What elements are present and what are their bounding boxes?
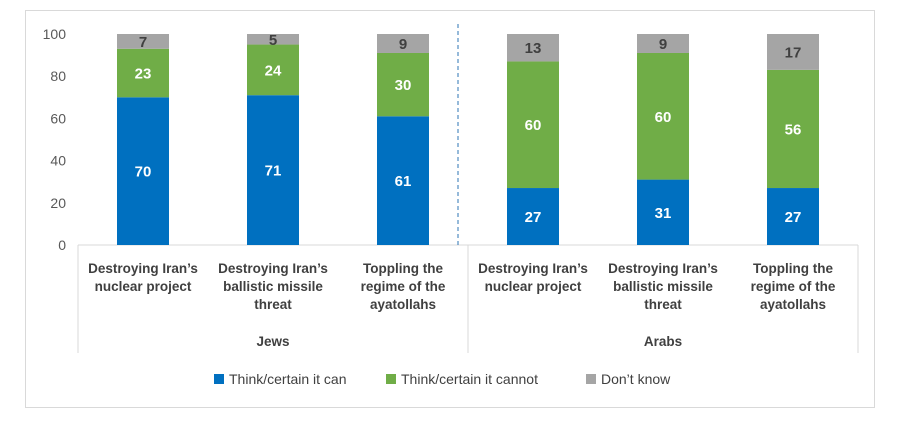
- x-tick-label: nuclear project: [485, 279, 582, 294]
- data-label: 9: [399, 36, 407, 53]
- data-label: 71: [265, 163, 282, 180]
- legend-swatch: [214, 374, 224, 384]
- bar-segment: [117, 34, 169, 49]
- x-tick-label: threat: [644, 297, 682, 312]
- y-tick-label: 0: [58, 237, 66, 253]
- data-label: 7: [139, 34, 147, 51]
- bar-segment: [507, 188, 559, 245]
- x-tick-label: Destroying Iran’s: [478, 261, 588, 276]
- data-label: 17: [785, 44, 802, 61]
- bar-segment: [247, 95, 299, 245]
- group-label: Arabs: [644, 334, 682, 349]
- data-label: 70: [135, 164, 152, 181]
- bar-segment: [117, 97, 169, 245]
- x-tick-label: nuclear project: [95, 279, 192, 294]
- bar-segment: [637, 34, 689, 53]
- bar-segment: [247, 44, 299, 96]
- data-label: 56: [785, 121, 802, 138]
- x-tick-label: Toppling the: [363, 261, 443, 276]
- bar-segment: [507, 34, 559, 62]
- bar-segment: [377, 116, 429, 245]
- legend-label: Think/certain it cannot: [401, 371, 538, 387]
- bar-segment: [767, 34, 819, 70]
- x-tick-label: ayatollahs: [370, 297, 436, 312]
- data-label: 31: [655, 205, 672, 222]
- bar-segment: [767, 69, 819, 189]
- data-label: 9: [659, 36, 667, 53]
- bar-segment: [507, 61, 559, 189]
- bar-segment: [117, 48, 169, 98]
- x-tick-label: Destroying Iran’s: [88, 261, 198, 276]
- x-tick-label: Destroying Iran’s: [218, 261, 328, 276]
- data-label: 60: [655, 109, 672, 126]
- bar-segment: [377, 52, 429, 117]
- x-tick-label: ballistic missile: [223, 279, 323, 294]
- data-label: 27: [525, 209, 542, 226]
- data-label: 13: [525, 40, 542, 57]
- data-label: 23: [135, 66, 152, 83]
- group-label: Jews: [256, 334, 289, 349]
- bar-segment: [767, 188, 819, 245]
- y-tick-label: 100: [43, 26, 67, 42]
- bar-segment: [637, 52, 689, 180]
- bar-segment: [637, 179, 689, 245]
- data-label: 5: [269, 32, 277, 49]
- bar-segment: [377, 34, 429, 53]
- x-tick-label: threat: [254, 297, 292, 312]
- y-tick-label: 60: [50, 110, 66, 126]
- x-tick-label: Destroying Iran’s: [608, 261, 718, 276]
- bar-segment: [247, 34, 299, 45]
- x-tick-label: regime of the: [361, 279, 446, 294]
- data-label: 61: [395, 173, 412, 190]
- data-label: 27: [785, 209, 802, 226]
- y-tick-label: 40: [50, 153, 66, 169]
- y-tick-label: 20: [50, 195, 66, 211]
- legend-swatch: [586, 374, 596, 384]
- x-tick-label: regime of the: [751, 279, 836, 294]
- data-label: 24: [265, 62, 282, 79]
- data-label: 60: [525, 117, 542, 134]
- legend-swatch: [386, 374, 396, 384]
- x-tick-label: Toppling the: [753, 261, 833, 276]
- x-tick-label: ayatollahs: [760, 297, 826, 312]
- legend-label: Think/certain it can: [229, 371, 347, 387]
- legend-label: Don’t know: [601, 371, 671, 387]
- x-tick-label: ballistic missile: [613, 279, 713, 294]
- data-label: 30: [395, 77, 412, 94]
- y-tick-label: 80: [50, 68, 66, 84]
